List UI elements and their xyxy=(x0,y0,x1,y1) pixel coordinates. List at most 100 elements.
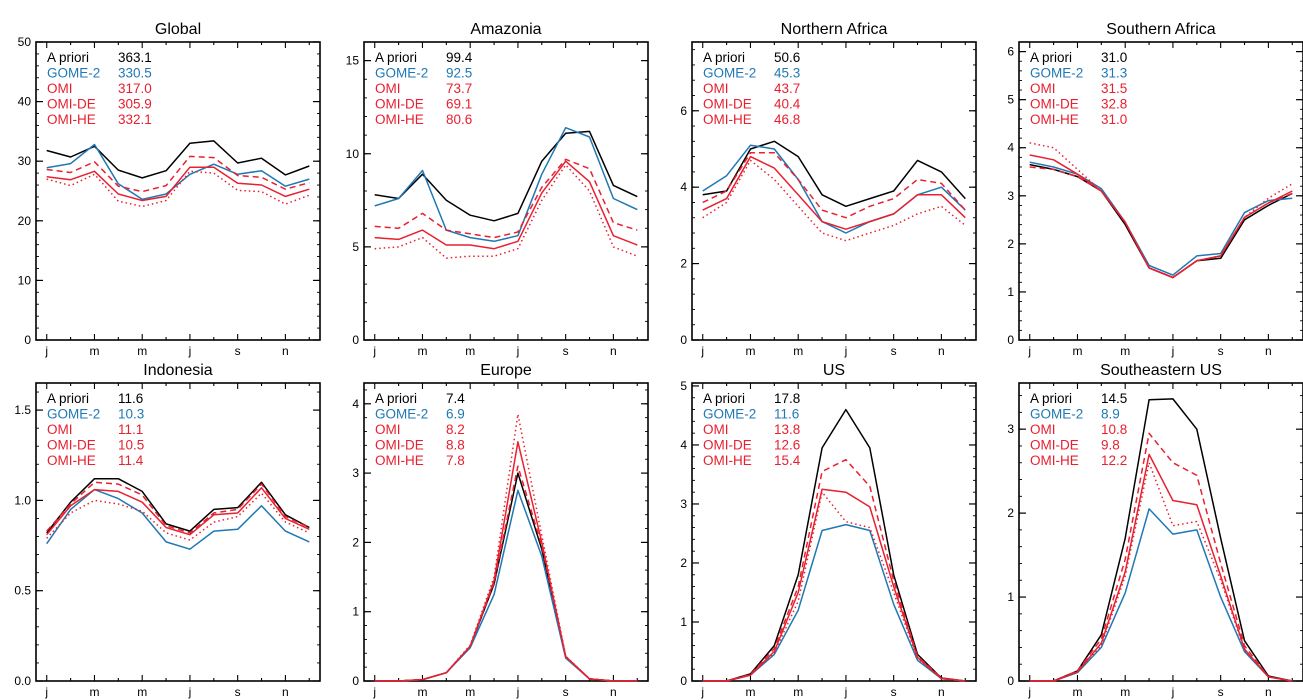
legend-label: GOME-2 xyxy=(703,66,756,81)
series-line-omi xyxy=(702,155,966,230)
chart-panel-northern-africa: Northern Africa 0 2 4 6 j m m j s n A priori 50.6 GOM… xyxy=(680,21,977,358)
y-tick-label: 4 xyxy=(680,180,687,194)
series-line-gome-2 xyxy=(374,489,638,682)
x-tick-label: s xyxy=(891,685,897,699)
x-tick-label: j xyxy=(516,344,520,358)
legend-label: GOME-2 xyxy=(47,407,100,422)
series-line-omi-de xyxy=(374,164,638,259)
x-tick-label: m xyxy=(137,685,147,699)
legend-value: 31.3 xyxy=(1101,66,1127,81)
legend-label: OMI-DE xyxy=(47,97,96,112)
legend-label: OMI-DE xyxy=(375,97,424,112)
y-tick-label: 50 xyxy=(18,35,32,49)
y-tick-label: 4 xyxy=(1007,141,1014,155)
legend-label: GOME-2 xyxy=(375,407,428,422)
chart-title: Europe xyxy=(480,362,532,379)
y-tick-label: 2 xyxy=(1007,237,1014,251)
plot-frame xyxy=(35,41,321,341)
series-line-a-priori xyxy=(1029,163,1293,279)
legend-label: GOME-2 xyxy=(47,66,100,81)
x-tick-label: j xyxy=(1027,685,1031,699)
legend-label: OMI-HE xyxy=(1030,453,1079,468)
x-tick-label: n xyxy=(282,344,289,358)
plot-frame xyxy=(35,382,321,682)
legend-value: 92.5 xyxy=(446,66,472,81)
legend-label: A priori xyxy=(1030,391,1072,406)
series-line-omi-he xyxy=(374,465,638,682)
plot-frame xyxy=(1018,382,1303,682)
x-tick-label: m xyxy=(1120,344,1130,358)
chart-panel-amazonia: Amazonia 0 5 10 15 j m m j s n A priori 99.4 GOME-2 92… xyxy=(346,21,649,358)
x-tick-label: n xyxy=(282,685,289,699)
plot-frame xyxy=(363,382,649,682)
y-tick-label: 3 xyxy=(1007,189,1014,203)
y-tick-label: 15 xyxy=(346,54,360,68)
x-tick-label: j xyxy=(844,344,848,358)
series-line-omi xyxy=(374,441,638,682)
x-tick-label: n xyxy=(610,685,617,699)
legend-label: A priori xyxy=(375,391,417,406)
y-tick-label: 2 xyxy=(1007,506,1014,520)
legend-value: 11.6 xyxy=(118,391,143,406)
legend-label: OMI xyxy=(375,81,401,96)
chart-panel-southern-africa: Southern Africa 0 1 2 3 4 5 6 j m m j s n A priori 31.0… xyxy=(1007,21,1303,358)
plot-frame xyxy=(691,41,977,341)
y-tick-label: 3 xyxy=(352,466,359,480)
series-line-gome-2 xyxy=(702,144,966,234)
legend-label: GOME-2 xyxy=(1030,407,1083,422)
legend-value: 10.3 xyxy=(118,407,144,422)
plot-frame xyxy=(691,382,977,682)
x-tick-label: s xyxy=(1218,344,1224,358)
x-tick-label: j xyxy=(844,685,848,699)
legend-label: A priori xyxy=(703,391,745,406)
legend-label: OMI-HE xyxy=(703,453,752,468)
x-tick-label: m xyxy=(417,685,427,699)
legend-label: A priori xyxy=(703,50,745,65)
y-tick-label: 0 xyxy=(1007,333,1014,347)
legend-value: 31.5 xyxy=(1101,81,1127,96)
legend-label: OMI-HE xyxy=(47,453,96,468)
series-line-omi-de xyxy=(1029,142,1293,279)
y-tick-label: 6 xyxy=(680,104,687,118)
legend-value: 11.4 xyxy=(118,453,144,468)
x-tick-label: j xyxy=(1171,685,1175,699)
series-line-omi-he xyxy=(46,155,310,193)
series-line-omi-he xyxy=(1029,166,1293,279)
x-tick-label: j xyxy=(44,344,48,358)
y-tick-label: 0 xyxy=(24,333,31,347)
series-line-a-priori xyxy=(46,140,310,179)
y-tick-label: 40 xyxy=(18,95,32,109)
legend-value: 80.6 xyxy=(446,112,472,127)
legend-value: 8.8 xyxy=(446,438,465,453)
legend-value: 46.8 xyxy=(774,112,800,127)
x-tick-label: m xyxy=(793,685,803,699)
legend-value: 7.8 xyxy=(446,453,465,468)
y-tick-label: 3 xyxy=(1007,422,1014,436)
legend-label: OMI-DE xyxy=(1030,97,1079,112)
x-tick-label: s xyxy=(563,344,569,358)
y-tick-label: 2 xyxy=(352,535,359,549)
legend-label: OMI-DE xyxy=(703,97,752,112)
x-tick-label: j xyxy=(1027,344,1031,358)
x-tick-label: m xyxy=(465,685,475,699)
legend-label: OMI-HE xyxy=(1030,112,1079,127)
legend-value: 17.8 xyxy=(774,391,800,406)
x-tick-label: j xyxy=(188,685,192,699)
x-tick-label: m xyxy=(137,344,147,358)
legend-value: 40.4 xyxy=(774,97,801,112)
legend-value: 9.8 xyxy=(1101,438,1120,453)
legend-label: OMI-HE xyxy=(375,112,424,127)
x-tick-label: n xyxy=(610,344,617,358)
y-tick-label: 5 xyxy=(352,240,359,254)
x-tick-label: s xyxy=(1218,685,1224,699)
legend-value: 6.9 xyxy=(446,407,465,422)
legend-value: 31.0 xyxy=(1101,50,1127,65)
x-tick-label: s xyxy=(235,344,241,358)
chart-title: US xyxy=(823,362,845,379)
series-line-gome-2 xyxy=(702,523,966,682)
legend-label: A priori xyxy=(375,50,417,65)
x-tick-label: j xyxy=(44,685,48,699)
series-line-omi-he xyxy=(1029,432,1293,682)
y-tick-label: 0.5 xyxy=(14,584,31,598)
y-tick-label: 0.0 xyxy=(14,674,31,688)
